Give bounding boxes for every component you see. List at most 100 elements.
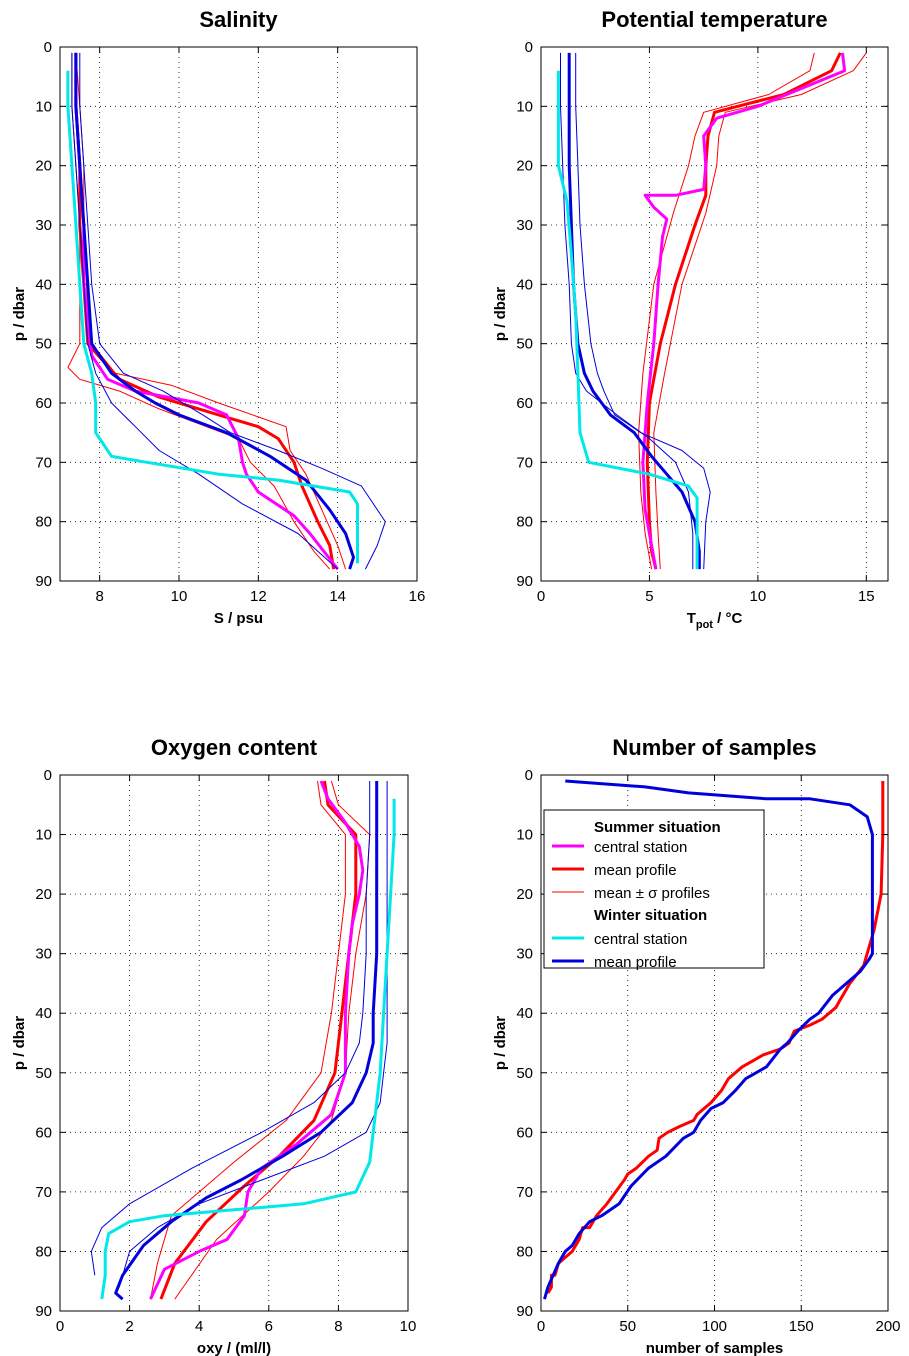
series-summer-central (641, 52, 847, 570)
y-tick-label: 50 (35, 336, 52, 353)
y-tick-label: 10 (35, 98, 52, 115)
y-tick-label: 80 (35, 514, 52, 531)
x-tick-label: 10 (400, 1318, 417, 1335)
series-winter-sigma-low (560, 52, 694, 570)
legend-winter-title: Winter situation (594, 907, 707, 924)
series-summer-sigma-low (638, 52, 815, 570)
y-tick-label: 0 (44, 767, 52, 784)
series-group (90, 780, 396, 1301)
y-tick-label: 80 (516, 514, 533, 531)
x-tick-label: 16 (409, 588, 426, 605)
y-axis-label: p / dbar (492, 1016, 509, 1070)
legend-winter-mean-label: mean profile (594, 954, 677, 971)
y-tick-label: 30 (35, 217, 52, 234)
y-tick-label: 20 (516, 158, 533, 175)
series-winter-central (100, 798, 396, 1300)
series-summer-central (149, 780, 365, 1300)
y-tick-label: 20 (35, 158, 52, 175)
x-tick-label: 150 (789, 1318, 814, 1335)
x-axis-label: oxy / (ml/l) (197, 1340, 271, 1356)
series-winter-sigma-high (79, 52, 386, 570)
series-summer-mean (74, 52, 336, 570)
salinity-panel: 8 10 12 14 16 0 10 20 30 40 50 60 70 80 90 Salinity S / … (11, 7, 425, 627)
series-winter-mean (567, 52, 701, 570)
series-summer-central (74, 52, 339, 571)
y-tick-label: 10 (516, 827, 533, 844)
panel-title: Potential temperature (601, 7, 827, 32)
x-tick-label: 100 (702, 1318, 727, 1335)
x-tick-label: 0 (537, 588, 545, 605)
x-tick-label: 8 (334, 1318, 342, 1335)
x-tick-label: 8 (95, 588, 103, 605)
series-summer-mean (546, 781, 885, 1294)
x-tick-label: 2 (125, 1318, 133, 1335)
y-tick-label: 90 (35, 1303, 52, 1320)
y-tick-label: 30 (516, 946, 533, 963)
series-winter-sigma-low (71, 52, 339, 570)
y-tick-label: 90 (516, 573, 533, 590)
x-tick-label: 4 (195, 1318, 203, 1335)
series-summer-mean (645, 52, 842, 570)
x-tick-label: 10 (171, 588, 188, 605)
x-tick-label: 50 (619, 1318, 636, 1335)
x-axis-label: S / psu (214, 610, 263, 627)
x-tick-label: 14 (329, 588, 346, 605)
panel-title: Number of samples (612, 735, 816, 760)
y-tick-label: 50 (35, 1065, 52, 1082)
x-tick-label: 12 (250, 588, 267, 605)
x-tick-label: 10 (750, 588, 767, 605)
y-tick-label: 70 (516, 454, 533, 471)
x-tick-label: 5 (645, 588, 653, 605)
y-tick-label: 40 (35, 1005, 52, 1022)
y-tick-label: 0 (44, 39, 52, 56)
y-tick-label: 60 (35, 395, 52, 412)
legend-summer-central-label: central station (594, 839, 687, 856)
series-winter-sigma-high (118, 781, 388, 1288)
y-tick-label: 0 (525, 39, 533, 56)
plot-frame (540, 46, 889, 582)
y-tick-label: 40 (516, 276, 533, 293)
y-tick-label: 90 (516, 1303, 533, 1320)
y-tick-label: 80 (35, 1243, 52, 1260)
legend: Summer situation central station mean pr… (543, 809, 765, 971)
x-tick-label: 6 (265, 1318, 273, 1335)
y-tick-label: 50 (516, 336, 533, 353)
y-tick-label: 20 (35, 886, 52, 903)
x-tick-label: 0 (537, 1318, 545, 1335)
oxygen-content-panel: 0 2 4 6 8 10 0 10 20 30 40 50 60 70 80 90 Oxygen content… (11, 735, 416, 1356)
y-tick-label: 40 (516, 1005, 533, 1022)
legend-summer-sigma-label: mean ± σ profiles (594, 885, 710, 902)
y-tick-label: 90 (35, 573, 52, 590)
y-tick-label: 20 (516, 886, 533, 903)
legend-summer-mean-label: mean profile (594, 862, 677, 879)
series-winter-mean (543, 779, 874, 1300)
series-summer-mean (159, 780, 358, 1300)
plot-frame (59, 46, 418, 582)
series-summer-sigma-low (150, 780, 346, 1300)
panel-title: Oxygen content (151, 735, 318, 760)
series-winter-central (66, 70, 359, 564)
y-tick-label: 60 (35, 1124, 52, 1141)
series-group (543, 779, 885, 1300)
series-summer-sigma-high (75, 52, 347, 570)
y-tick-label: 50 (516, 1065, 533, 1082)
y-axis-label: p / dbar (11, 1016, 28, 1070)
y-tick-label: 70 (516, 1184, 533, 1201)
y-tick-label: 10 (35, 827, 52, 844)
legend-summer-title: Summer situation (594, 819, 721, 836)
panel-title: Salinity (199, 7, 278, 32)
y-tick-label: 60 (516, 1124, 533, 1141)
x-tick-label: 15 (858, 588, 875, 605)
series-winter-central (556, 70, 699, 570)
y-tick-label: 80 (516, 1243, 533, 1260)
y-tick-label: 60 (516, 395, 533, 412)
y-tick-label: 40 (35, 276, 52, 293)
series-winter-sigma-low (90, 781, 371, 1276)
number-of-samples-panel: 0 50 100 150 200 0 10 20 30 40 50 60 70 80 90 Number of… (492, 735, 901, 1356)
x-tick-label: 0 (56, 1318, 64, 1335)
y-tick-label: 70 (35, 1184, 52, 1201)
series-group (66, 52, 386, 571)
legend-winter-central-label: central station (594, 931, 687, 948)
potential-temperature-panel: 0 5 10 15 0 10 20 30 40 50 60 70 80 90 Potential tempe… (492, 7, 889, 631)
y-tick-label: 30 (516, 217, 533, 234)
